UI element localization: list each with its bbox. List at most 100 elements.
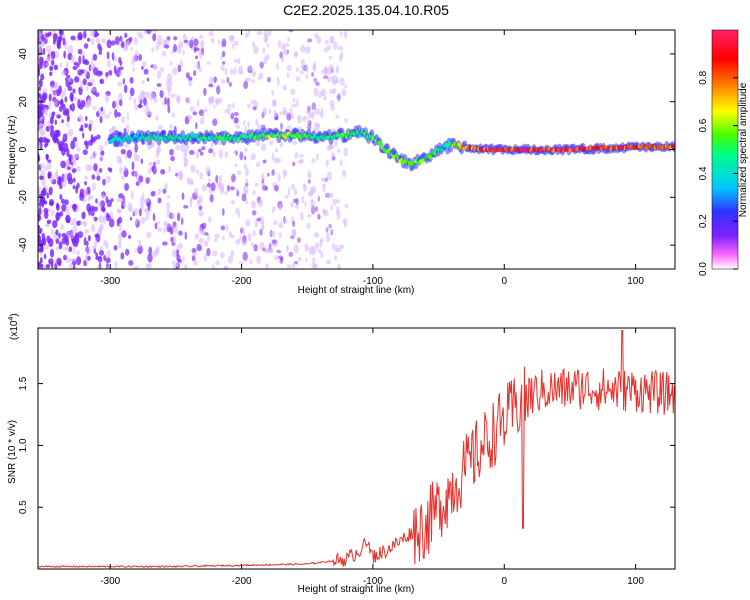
svg-text:(x104): (x104) <box>8 313 20 340</box>
noise-point <box>265 186 268 191</box>
noise-point <box>46 192 49 199</box>
noise-point <box>255 161 261 168</box>
noise-point <box>117 216 123 224</box>
colorbar-tick-label: 0.2 <box>698 214 709 228</box>
noise-point <box>38 66 41 72</box>
noise-point <box>151 165 155 172</box>
noise-point <box>255 141 261 147</box>
noise-point <box>307 170 312 179</box>
noise-point <box>287 187 291 197</box>
noise-point <box>92 106 97 111</box>
noise-point <box>39 163 46 169</box>
noise-point <box>221 182 225 192</box>
noise-point <box>238 65 243 75</box>
noise-point <box>234 66 237 75</box>
noise-point <box>190 164 196 173</box>
noise-point <box>271 152 274 161</box>
noise-point <box>83 237 87 246</box>
noise-point <box>39 56 44 64</box>
noise-point <box>48 31 52 37</box>
noise-point <box>160 66 165 73</box>
noise-point <box>335 199 341 204</box>
noise-point <box>329 64 334 70</box>
noise-point <box>87 235 91 242</box>
noise-point <box>106 249 111 259</box>
x-tick-label: -100 <box>363 276 383 287</box>
noise-point <box>232 43 235 50</box>
noise-point <box>215 260 220 266</box>
noise-point <box>194 47 200 52</box>
noise-point <box>191 255 196 262</box>
noise-point <box>176 260 179 268</box>
noise-point <box>331 156 336 161</box>
noise-point <box>149 94 153 102</box>
noise-point <box>170 155 176 162</box>
noise-point <box>319 239 323 248</box>
noise-point <box>120 149 127 155</box>
noise-point <box>97 43 102 50</box>
noise-point <box>177 44 182 55</box>
noise-point <box>108 69 113 76</box>
noise-point <box>198 205 203 211</box>
noise-point <box>143 68 149 75</box>
noise-point <box>199 34 204 39</box>
noise-point <box>48 186 53 196</box>
noise-point <box>38 230 41 235</box>
noise-point <box>48 93 52 102</box>
noise-point <box>234 163 238 168</box>
noise-point <box>147 111 152 116</box>
noise-point <box>141 61 147 67</box>
noise-point <box>176 212 181 222</box>
noise-point <box>334 244 339 253</box>
noise-point <box>120 252 125 260</box>
noise-point <box>252 41 256 48</box>
noise-point <box>205 166 211 175</box>
noise-point <box>295 76 301 82</box>
noise-point <box>341 88 347 97</box>
noise-point <box>240 227 243 234</box>
noise-point <box>259 228 263 236</box>
noise-point <box>276 249 282 254</box>
noise-point <box>118 193 124 199</box>
noise-point <box>277 172 281 183</box>
noise-point <box>99 154 104 162</box>
noise-point <box>295 204 300 209</box>
noise-point <box>220 78 226 84</box>
noise-point <box>141 192 145 202</box>
noise-point <box>50 210 55 217</box>
noise-point <box>42 47 46 56</box>
noise-point <box>150 191 156 197</box>
noise-point <box>199 117 205 125</box>
noise-point <box>337 45 344 51</box>
noise-point <box>330 229 334 236</box>
noise-point <box>52 220 58 229</box>
noise-point <box>48 101 52 110</box>
noise-point <box>301 195 305 204</box>
noise-point <box>153 95 158 104</box>
noise-point <box>135 181 140 187</box>
noise-point <box>77 99 81 109</box>
y-tick-label: 0 <box>18 146 29 152</box>
noise-point <box>250 79 256 83</box>
noise-point <box>245 219 251 227</box>
noise-point <box>72 185 76 190</box>
noise-point <box>38 214 41 222</box>
noise-point <box>60 198 66 204</box>
noise-point <box>296 98 299 107</box>
noise-point <box>262 107 268 116</box>
snr-frame <box>37 327 676 570</box>
noise-point <box>113 245 118 251</box>
noise-point <box>60 98 64 108</box>
noise-point <box>293 244 299 254</box>
noise-point <box>169 148 174 156</box>
noise-point <box>110 40 116 46</box>
noise-point <box>105 266 110 269</box>
noise-point <box>210 37 215 44</box>
noise-point <box>74 76 80 83</box>
noise-point <box>70 140 76 150</box>
noise-point <box>118 66 124 71</box>
noise-point <box>250 241 254 247</box>
noise-point <box>105 71 109 78</box>
noise-point <box>193 259 198 266</box>
noise-point <box>106 212 110 219</box>
